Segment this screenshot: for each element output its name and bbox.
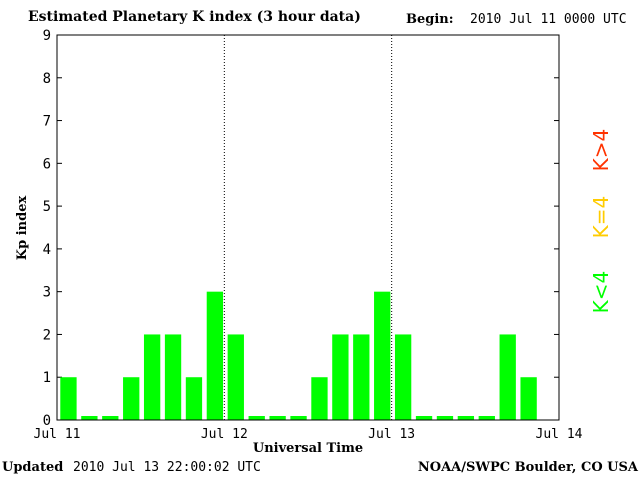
y-tick-label: 6 <box>43 156 51 172</box>
kp-bar <box>436 416 454 420</box>
begin-value: 2010 Jul 11 0000 UTC <box>470 12 627 27</box>
y-tick-label: 5 <box>43 199 51 215</box>
kp-bar <box>394 334 412 420</box>
kp-bar <box>227 334 244 420</box>
updated-label: Updated <box>2 460 64 475</box>
kp-bar <box>353 334 370 420</box>
axis-ticks <box>57 34 559 421</box>
y-tick-labels: 0 1 2 3 4 5 6 7 8 9 <box>43 28 51 429</box>
kp-bar <box>415 416 433 420</box>
y-tick-label: 0 <box>43 413 51 429</box>
y-tick-label: 8 <box>43 71 51 87</box>
y-tick-label: 3 <box>43 285 51 301</box>
kp-bar <box>520 377 537 420</box>
x-tick-label: Jul 14 <box>536 427 583 442</box>
y-tick-label: 7 <box>43 114 51 130</box>
kp-bar <box>478 416 495 420</box>
kp-bar <box>60 377 77 420</box>
kp-bar <box>374 291 391 420</box>
kp-bar <box>143 334 161 420</box>
begin-label: Begin: <box>406 12 454 27</box>
x-tick-labels: Jul 11 Jul 12 Jul 13 Jul 14 <box>34 427 583 442</box>
plot-frame <box>56 34 560 421</box>
credit-text: NOAA/SWPC Boulder, CO USA <box>417 460 638 475</box>
y-tick-label: 9 <box>43 28 51 44</box>
y-tick-label: 1 <box>43 370 51 386</box>
x-tick-label: Jul 12 <box>201 427 248 442</box>
updated-timestamp: 2010 Jul 13 22:00:02 UTC <box>73 460 261 475</box>
kp-bar <box>185 377 203 420</box>
legend-k-less-4: K<4 <box>589 270 613 314</box>
kp-bar <box>81 416 98 420</box>
x-tick-label: Jul 11 <box>34 427 81 442</box>
x-axis-label: Universal Time <box>253 441 363 456</box>
kp-bar <box>269 416 286 420</box>
kp-bar <box>206 291 224 420</box>
kp-bar <box>311 377 328 420</box>
kp-bar <box>248 416 265 420</box>
kp-bar <box>457 416 475 420</box>
kp-bar <box>164 334 182 420</box>
kp-bar <box>290 416 307 420</box>
x-tick-label: Jul 13 <box>368 427 415 442</box>
y-axis-label: Kp index <box>15 196 30 261</box>
kp-bar <box>102 416 119 420</box>
chart-title: Estimated Planetary K index (3 hour data… <box>28 9 361 25</box>
day-separators <box>223 35 393 420</box>
kp-bar <box>332 334 349 420</box>
kp-bar <box>499 334 516 420</box>
y-tick-label: 4 <box>43 242 51 258</box>
kp-bar <box>123 377 140 420</box>
kp-bars <box>60 291 537 420</box>
y-tick-label: 2 <box>43 327 51 343</box>
